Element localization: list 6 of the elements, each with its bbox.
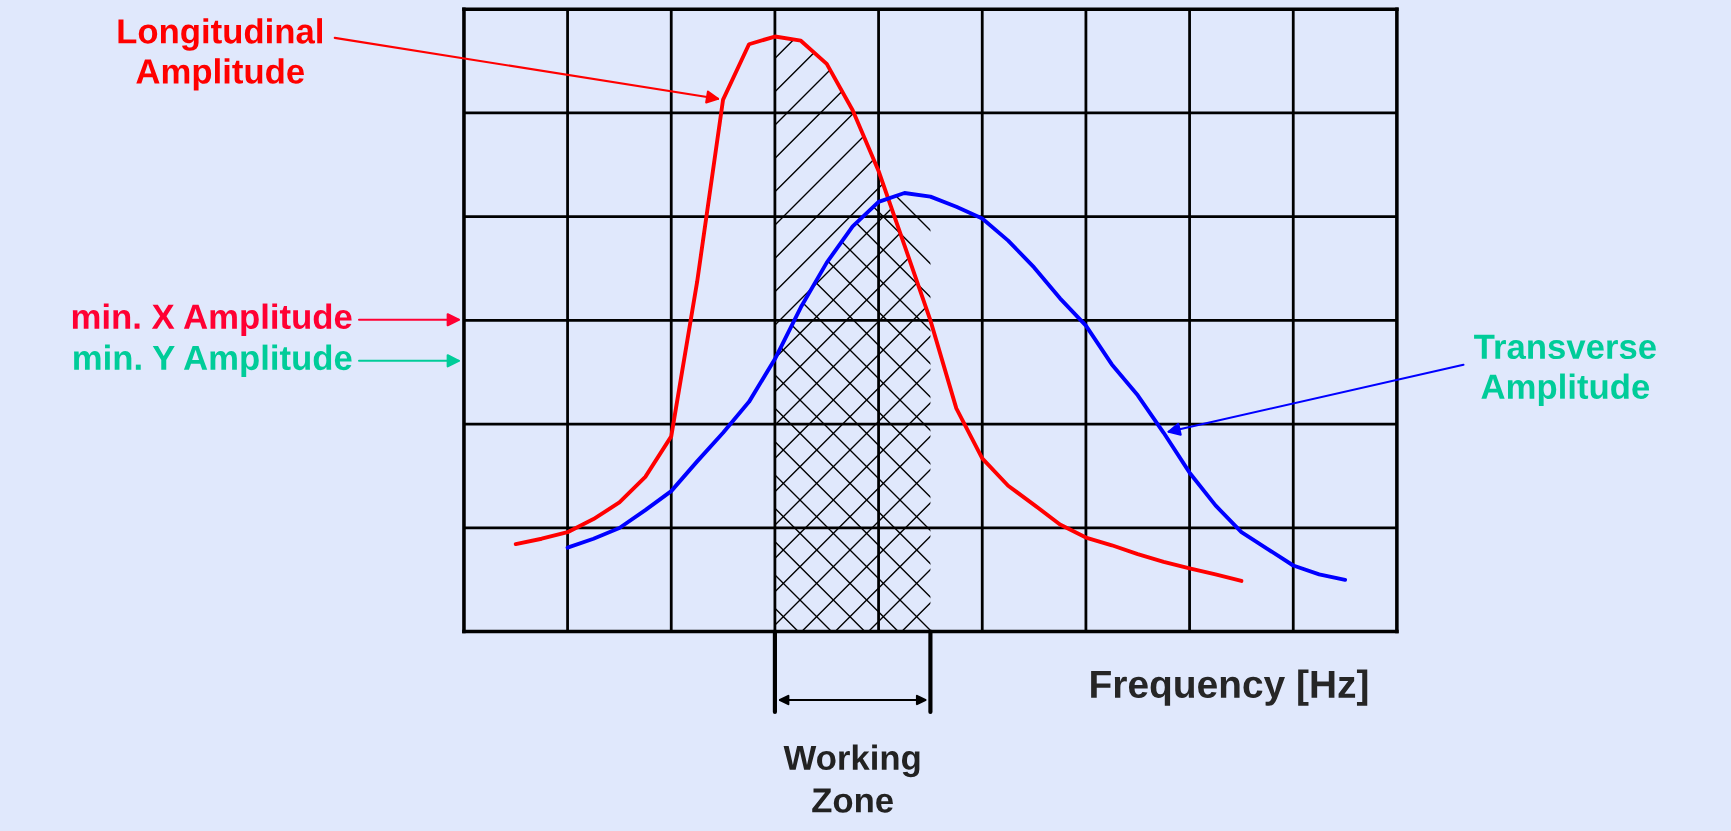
text: Longitudinal Amplitude <box>118 18 322 91</box>
text: min. Y Amplitude <box>74 344 352 377</box>
text: Transverse Amplitude <box>1474 334 1656 406</box>
text: Working Zone <box>783 744 920 813</box>
text: min. X Amplitude <box>72 303 352 336</box>
x-axis-title: Frequency [Hz] <box>1091 669 1368 706</box>
